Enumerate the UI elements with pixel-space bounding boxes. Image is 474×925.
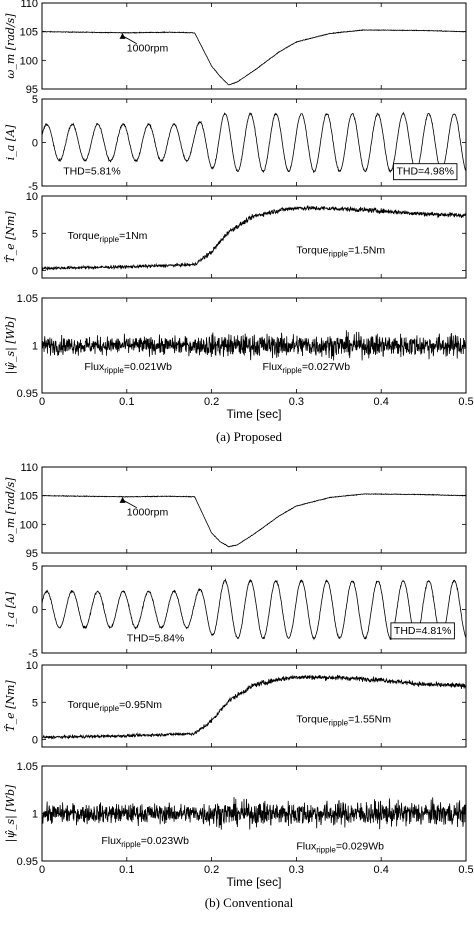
y-tick-label: 5 (32, 561, 38, 573)
plot-area (41, 466, 467, 554)
plot-area (41, 195, 467, 279)
y-tick-label: 0 (32, 266, 38, 278)
series-line (42, 797, 466, 830)
x-tick-label: 0.3 (289, 396, 304, 408)
annotation-text: Torqueripple=1.5Nm (296, 244, 385, 258)
y-tick-label: 110 (20, 0, 38, 10)
series-line (42, 330, 466, 361)
x-tick-label: 0.3 (289, 864, 304, 876)
annotation-text: 1000rpm (127, 43, 169, 55)
y-tick-label: 95 (26, 548, 38, 560)
annotation-text: Fluxripple=0.027Wb (262, 361, 350, 375)
subplot-current: -5 0 5 i_a [A] THD=5.81% THD=4.98% (4, 94, 467, 193)
x-axis-label: Time [sec] (227, 875, 282, 889)
x-tick-label: 0.5 (458, 396, 473, 408)
y-axis-label: |ψ̂_s| [Wb] (4, 784, 18, 842)
series-line (42, 578, 466, 641)
y-tick-label: 10 (26, 660, 38, 672)
y-axis-label: |ψ̂_s| [Wb] (4, 316, 18, 374)
x-tick-label: 0.1 (119, 864, 134, 876)
series-line (42, 492, 466, 548)
annotation-text: Fluxripple=0.023Wb (101, 835, 189, 849)
annotation-text: THD=5.81% (63, 166, 120, 178)
y-tick-label: 1 (32, 341, 38, 353)
x-tick-label: 0 (39, 864, 45, 876)
y-tick-label: 1.05 (17, 761, 38, 773)
y-tick-label: 95 (26, 84, 38, 96)
y-tick-label: 105 (20, 491, 38, 503)
y-tick-label: 5 (32, 697, 38, 709)
y-tick-label: 110 (20, 462, 38, 474)
figure-caption: (b) Conventional (205, 895, 294, 910)
annotation-text: THD=4.81% (394, 625, 451, 637)
y-tick-label: 0 (32, 138, 38, 150)
annotation-text: Torqueripple=0.95Nm (67, 699, 162, 713)
y-tick-label: -5 (28, 181, 38, 193)
y-axis-label: ω_m [rad/s] (4, 477, 17, 543)
subplot-flux: 0.95 1 1.05 |ψ̂_s| [Wb] Fluxripple=0.021Wb Fl… (4, 293, 467, 400)
series-line (42, 29, 466, 86)
annotation-text: THD=4.98% (396, 166, 453, 178)
y-axis-label: T̂_e [Nm] (4, 211, 17, 263)
y-tick-label: 10 (26, 191, 38, 203)
y-tick-label: 100 (20, 519, 38, 531)
y-tick-label: 0 (32, 605, 38, 617)
series-line (42, 205, 466, 272)
x-tick-label: 0 (39, 396, 45, 408)
x-tick-label: 0.4 (374, 864, 389, 876)
annotation-text: Torqueripple=1Nm (67, 230, 147, 244)
y-tick-label: 0 (32, 735, 38, 747)
y-axis-label: ω_m [rad/s] (4, 13, 17, 79)
y-tick-label: -5 (28, 648, 38, 660)
annotation-arrow (122, 499, 138, 509)
annotation-text: Fluxripple=0.029Wb (296, 841, 384, 855)
annotation-text: Torqueripple=1.55Nm (296, 713, 391, 727)
y-tick-label: 0.95 (17, 388, 38, 400)
x-tick-label: 0.2 (204, 864, 219, 876)
y-tick-label: 5 (32, 94, 38, 106)
y-tick-label: 0.95 (17, 856, 38, 868)
annotation-text: Fluxripple=0.021Wb (84, 361, 172, 375)
annotation-text: 1000rpm (127, 507, 169, 519)
y-axis-label: T̂_e [Nm] (4, 680, 17, 732)
x-tick-label: 0.5 (458, 864, 473, 876)
series-line (42, 111, 466, 174)
subplot-torque: 0 5 10 T̂_e [Nm] Torqueripple=0.95Nm Torqueri… (4, 660, 467, 748)
plot-area (41, 664, 467, 748)
x-tick-label: 0.2 (204, 396, 219, 408)
subplot-torque: 0 5 10 T̂_e [Nm] Torqueripple=1Nm Torquerippl… (4, 191, 467, 279)
plot-area (41, 565, 467, 654)
y-tick-label: 105 (20, 27, 38, 39)
subplot-flux: 0.95 1 1.05 |ψ̂_s| [Wb] Fluxripple=0.023Wb Fl… (4, 761, 467, 868)
x-tick-label: 0.1 (119, 396, 134, 408)
annotation-arrowhead (119, 496, 126, 503)
y-tick-label: 100 (20, 55, 38, 67)
x-tick-label: 0.4 (374, 396, 389, 408)
x-axis-label: Time [sec] (227, 407, 282, 421)
annotation-box (390, 622, 455, 640)
figure-caption: (a) Proposed (216, 429, 283, 444)
plot-area (41, 2, 467, 90)
annotation-text: THD=5.84% (127, 633, 184, 645)
y-tick-label: 5 (32, 228, 38, 240)
subplot-current: -5 0 5 i_a [A] THD=5.84% THD=4.81% (4, 561, 467, 660)
series-line (42, 674, 466, 740)
annotation-arrowhead (119, 32, 126, 39)
y-axis-label: i_a [A] (4, 591, 17, 627)
y-tick-label: 1 (32, 809, 38, 821)
annotation-box (393, 163, 458, 181)
y-axis-label: i_a [A] (4, 124, 17, 160)
annotation-arrow (122, 35, 138, 45)
y-tick-label: 1.05 (17, 293, 38, 305)
